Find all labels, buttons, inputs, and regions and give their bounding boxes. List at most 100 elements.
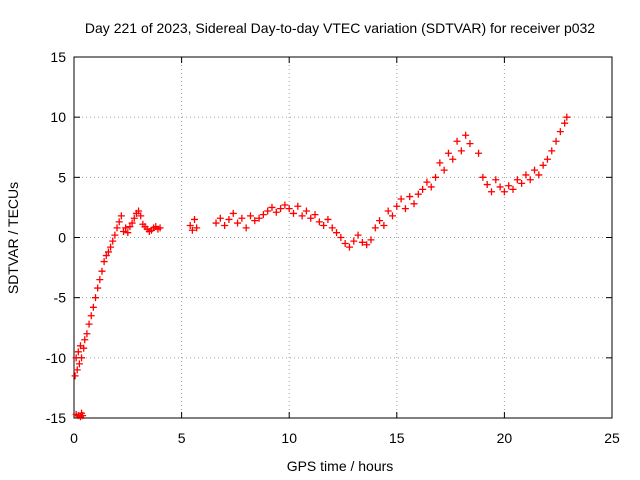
data-point: [505, 182, 513, 190]
data-point: [380, 221, 388, 229]
data-point: [526, 176, 534, 184]
data-point: [487, 188, 495, 196]
data-point: [234, 219, 242, 227]
data-point: [186, 221, 194, 229]
data-point: [302, 207, 310, 215]
data-point: [376, 217, 384, 225]
data-point: [440, 166, 448, 174]
data-point: [75, 360, 83, 368]
data-point: [128, 219, 136, 227]
data-point: [479, 173, 487, 181]
data-point: [272, 208, 280, 216]
data-point: [251, 217, 259, 225]
data-point: [436, 159, 444, 167]
data-point: [242, 224, 250, 232]
data-point: [277, 205, 285, 213]
y-tick-label: -10: [46, 350, 66, 366]
data-point: [212, 219, 220, 227]
data-point: [358, 238, 366, 246]
data-point: [115, 218, 123, 226]
data-point: [126, 223, 134, 231]
data-point: [268, 203, 276, 211]
data-point: [548, 147, 556, 155]
data-point: [85, 320, 93, 328]
data-point: [238, 214, 246, 222]
x-tick-label: 15: [389, 430, 405, 446]
data-point: [556, 128, 564, 136]
data-point: [552, 137, 560, 145]
data-point: [384, 207, 392, 215]
data-point: [255, 214, 263, 222]
data-point: [410, 200, 418, 208]
y-tick-label: 15: [50, 49, 66, 65]
x-tick-label: 0: [70, 430, 78, 446]
x-tick-label: 20: [497, 430, 513, 446]
data-point: [509, 185, 517, 193]
data-point: [432, 173, 440, 181]
data-point: [543, 155, 551, 163]
data-point: [561, 119, 569, 127]
data-point: [531, 166, 539, 174]
data-point: [216, 214, 224, 222]
data-point: [89, 303, 97, 311]
x-axis-label: GPS time / hours: [287, 458, 394, 474]
y-tick-label: 0: [58, 230, 66, 246]
data-point: [122, 224, 130, 232]
data-point: [74, 348, 82, 356]
data-point: [96, 276, 104, 284]
x-tick-label: 5: [178, 430, 186, 446]
data-point: [397, 195, 405, 203]
data-point: [113, 224, 121, 232]
data-point: [307, 214, 315, 222]
data-point: [518, 179, 526, 187]
data-point: [449, 155, 457, 163]
data-point: [80, 344, 88, 352]
data-point: [100, 258, 108, 266]
chart-title: Day 221 of 2023, Sidereal Day-to-day VTE…: [85, 20, 595, 36]
y-tick-label: -15: [46, 410, 66, 426]
data-point: [81, 336, 89, 344]
data-point: [466, 140, 474, 148]
data-point: [423, 178, 431, 186]
data-point: [315, 218, 323, 226]
data-point: [111, 231, 119, 239]
data-point: [73, 366, 81, 374]
data-point: [350, 237, 358, 245]
data-point: [193, 224, 201, 232]
data-point: [354, 231, 362, 239]
data-point: [427, 183, 435, 191]
data-point: [333, 229, 341, 237]
data-point: [71, 372, 79, 380]
data-point: [462, 131, 470, 139]
data-point: [444, 149, 452, 157]
data-point: [513, 176, 521, 184]
data-point: [453, 137, 461, 145]
data-point: [298, 212, 306, 220]
data-point: [92, 294, 100, 302]
data-point: [401, 205, 409, 213]
data-point: [94, 284, 102, 292]
data-point: [229, 209, 237, 217]
data-point: [522, 171, 530, 179]
data-point: [539, 161, 547, 169]
data-point: [363, 241, 371, 249]
data-point: [191, 215, 199, 223]
data-point: [83, 330, 91, 338]
data-point: [135, 207, 143, 215]
data-point: [104, 248, 112, 256]
data-point: [475, 149, 483, 157]
data-point: [79, 412, 87, 420]
y-tick-label: -5: [54, 290, 67, 306]
data-point: [156, 224, 164, 232]
data-point: [264, 207, 272, 215]
data-point: [290, 209, 298, 217]
data-point: [563, 113, 571, 121]
y-axis-label: SDTVAR / TECUs: [5, 182, 21, 294]
data-point: [87, 312, 95, 320]
data-point: [119, 227, 127, 235]
data-point: [393, 202, 401, 210]
x-tick-label: 25: [604, 430, 620, 446]
data-point: [367, 236, 375, 244]
data-point: [337, 234, 345, 241]
